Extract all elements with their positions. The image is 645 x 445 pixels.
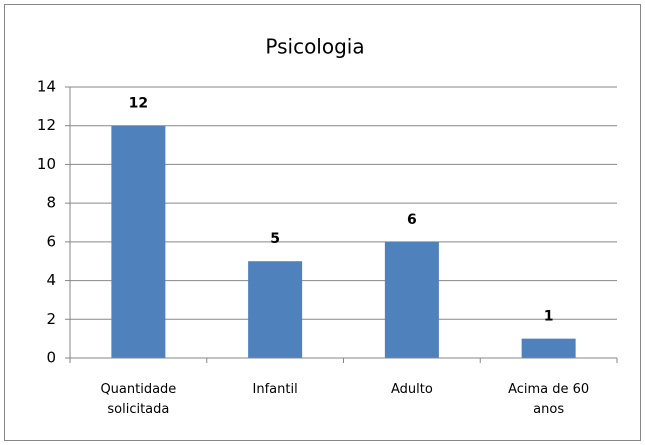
x-tick-label: Quantidade solicitada [100,382,177,417]
chart-border [4,4,641,441]
y-tick-label: 10 [37,155,56,173]
bar [111,125,166,358]
y-tick-label: 12 [37,116,56,134]
x-tick-label: Adulto [390,382,433,397]
data-label: 12 [129,96,148,112]
y-tick-label: 4 [46,271,56,289]
y-tick-label: 14 [37,78,56,96]
bar [384,241,439,358]
data-label: 5 [270,231,280,247]
data-label: 6 [407,212,417,228]
y-tick-label: 2 [46,310,56,328]
x-tick-label: Acima de 60 anos [508,382,590,417]
bar [248,261,303,358]
data-label: 1 [544,309,554,325]
y-tick-label: 8 [46,194,56,212]
x-tick-label: Infantil [252,382,298,397]
y-tick-label: 0 [46,349,56,367]
y-tick-label: 6 [46,232,56,250]
bar [521,338,576,358]
chart-title: Psicologia [265,35,364,59]
